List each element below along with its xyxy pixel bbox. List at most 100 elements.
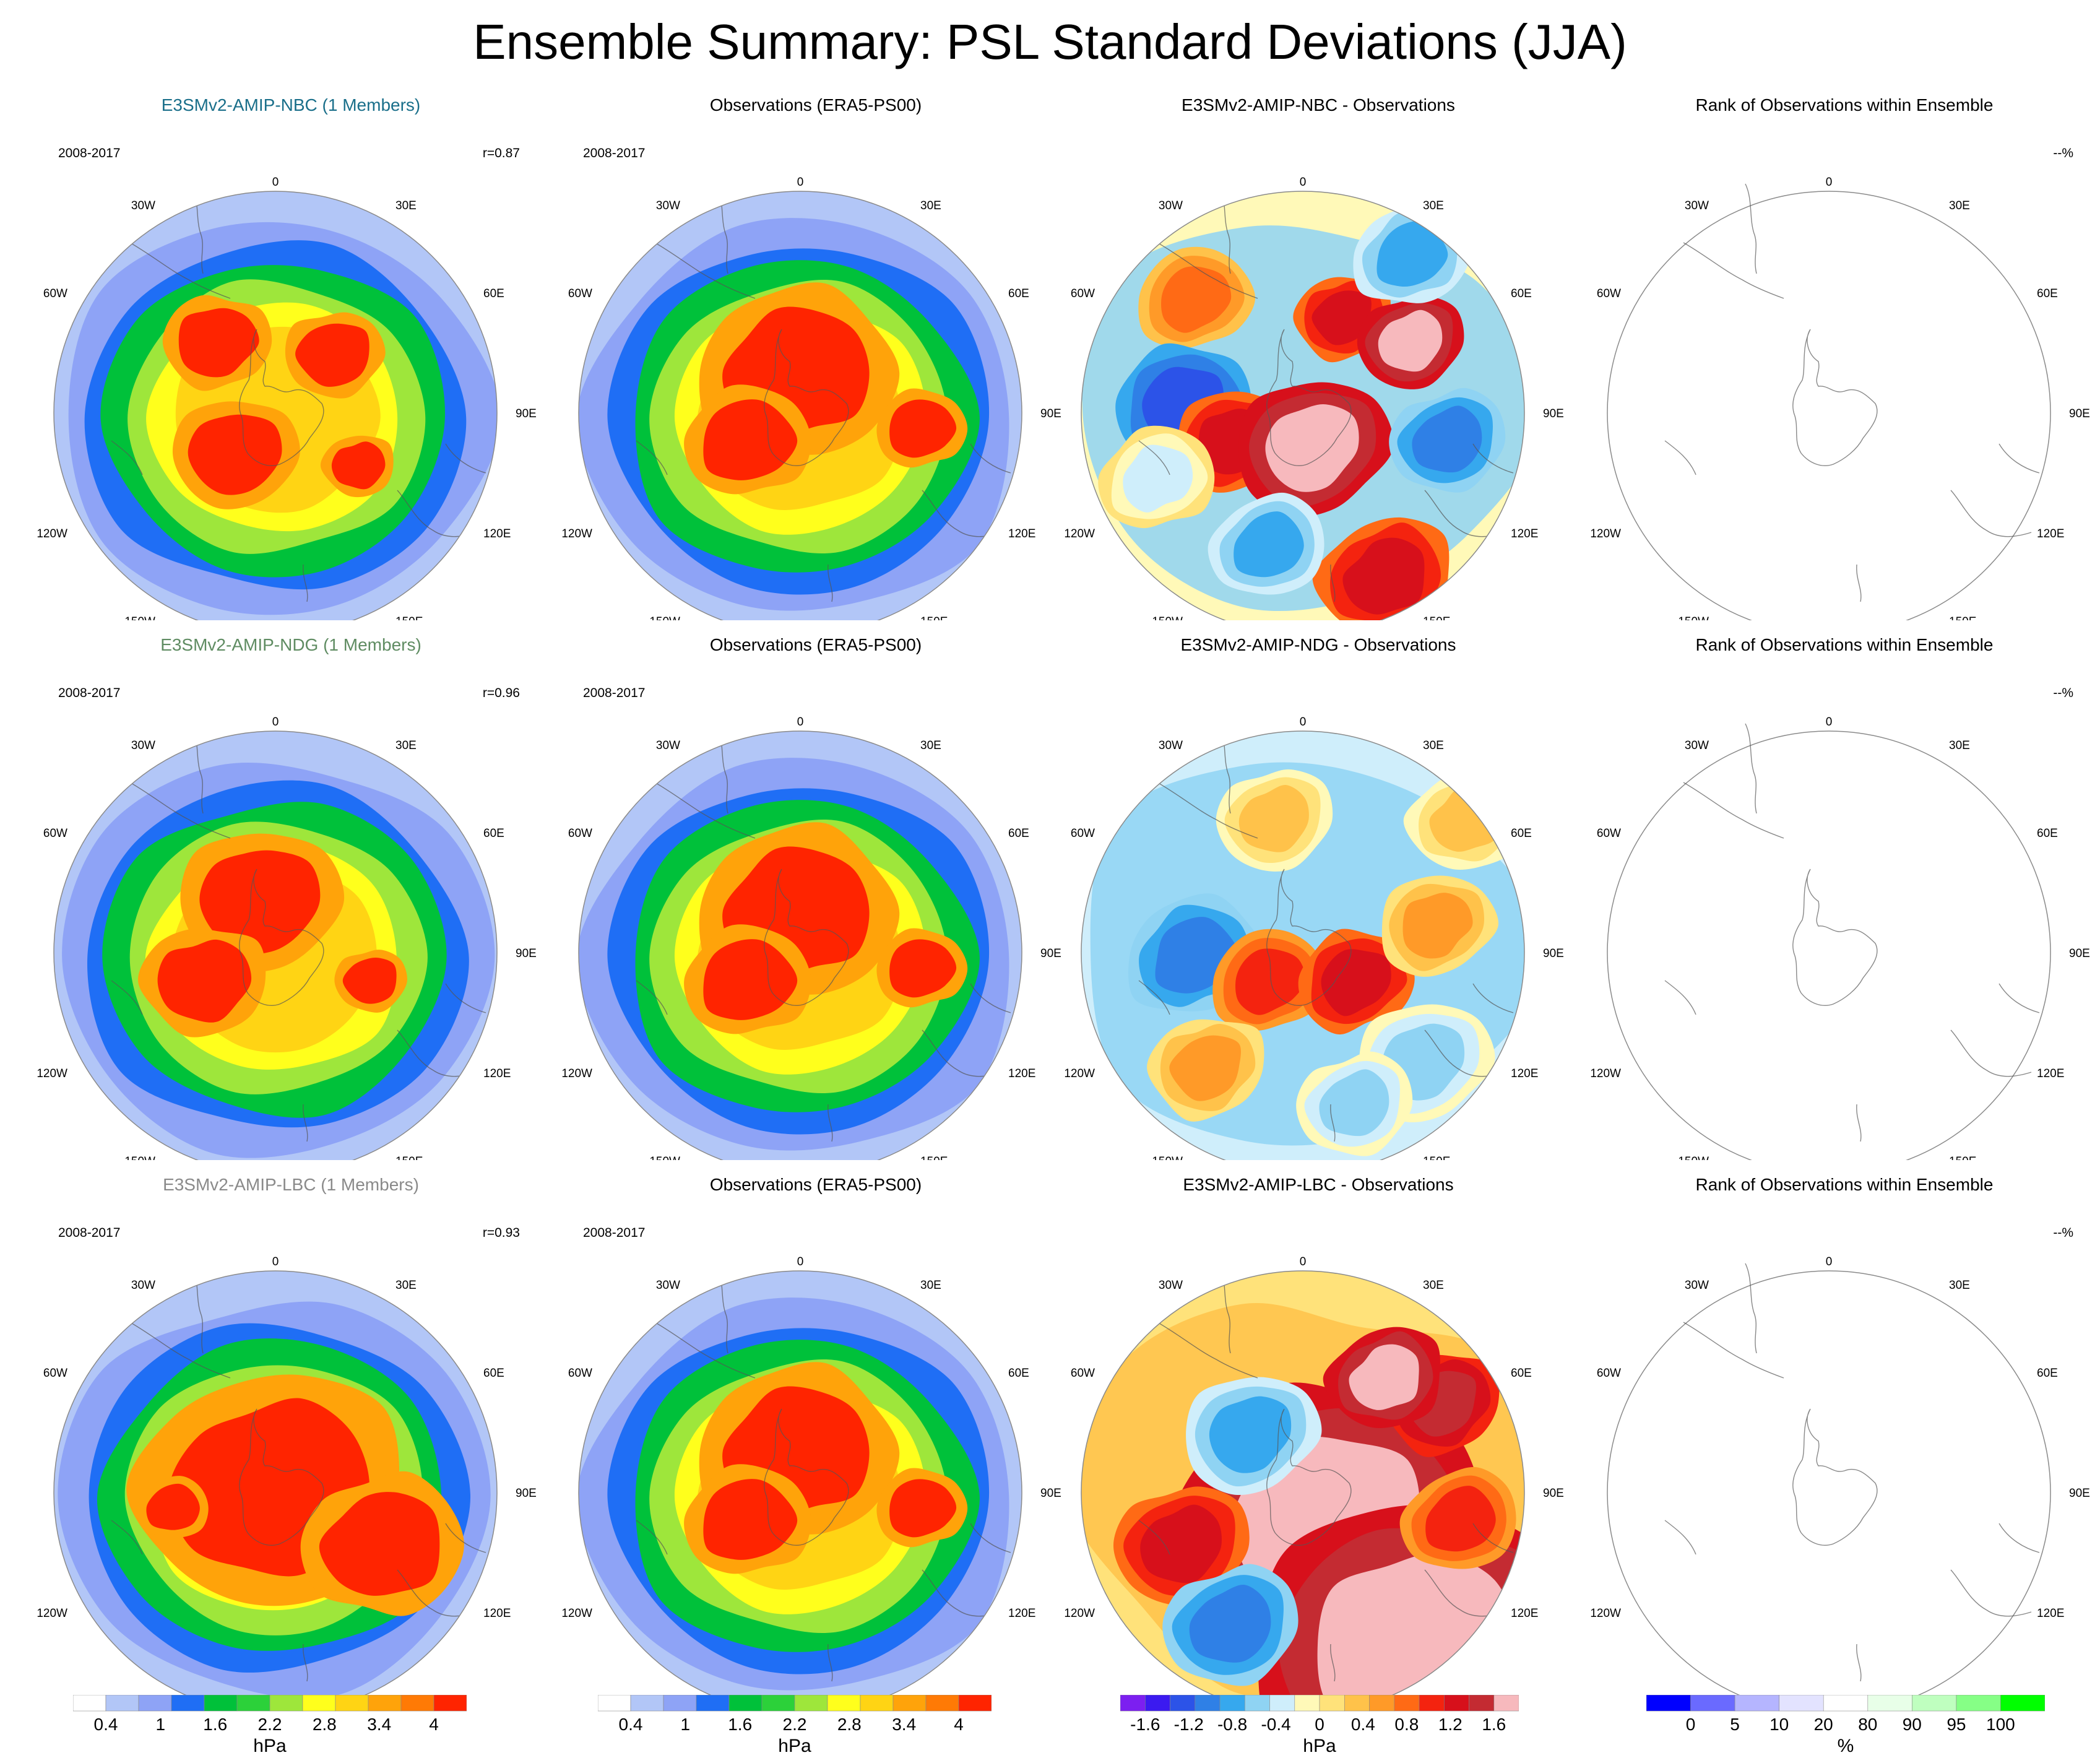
longitude-label: 120E [1511,1607,1538,1620]
colorbar-cell [761,1695,795,1712]
colorbar-tick-label: 2.8 [837,1715,862,1734]
longitude-label: 60E [483,287,504,300]
contour-band [1169,1035,1242,1101]
longitude-label: 150W [1152,1155,1183,1160]
colorbar-cell [302,1695,336,1712]
contour-band [1319,1069,1389,1137]
panel-model-ndg: E3SMv2-AMIP-NDG (1 Members) 2008-2017 r=… [37,634,545,1160]
polar-map: 030E60E90E120E150E180150W120W90W60W30W [37,1255,537,1700]
colorbar-tick-label: 2.8 [312,1715,337,1734]
stdev-field [579,731,1022,1160]
longitude-label: 150W [1678,615,1709,620]
longitude-label: 0 [1300,716,1307,729]
panel-title: E3SMv2-AMIP-LBC (1 Members) [163,1175,419,1194]
colorbar-cell [1195,1695,1221,1712]
longitude-label: 150W [1152,615,1183,620]
longitude-label: 30W [1685,739,1709,752]
colorbar-cell [630,1695,664,1712]
colorbar-strip [598,1695,992,1712]
colorbar-cell [1646,1695,1691,1712]
longitude-label: 30W [1159,1279,1183,1292]
longitude-label: 0 [797,176,804,189]
contour-band [1209,1396,1292,1473]
colorbar-tick-label: 0 [1685,1715,1696,1734]
longitude-label: 0 [1826,716,1833,729]
longitude-label: 60E [1511,827,1532,840]
longitude-label: 60W [1071,287,1095,300]
colorbar-cell [1394,1695,1420,1712]
colorbar-tick-label: -0.4 [1261,1715,1291,1734]
longitude-label: 60E [1511,1367,1532,1380]
colorbar-cell [728,1695,763,1712]
colorbar-unit-label: % [1837,1736,1854,1756]
panel-obs-2: Observations (ERA5-PS00) 2008-2017 0 30E 6… [562,634,1069,1160]
polar-map: 030E60E90E120E150E180150W120W90W60W30W [1065,1255,1564,1700]
colorbar-cell [663,1695,697,1712]
longitude-label: 120W [562,1607,592,1620]
longitude-label: 60E [1008,287,1029,300]
contour-band [1412,405,1482,473]
colorbar-cell [1956,1695,2001,1712]
colorbar-cell [794,1695,828,1712]
longitude-label: 30E [1423,1279,1444,1292]
colorbar-cell [958,1695,992,1712]
longitude-label: 0 [797,1255,804,1268]
longitude-label: 90E [1040,947,1061,960]
panel-title: Observations (ERA5-PS00) [709,1175,922,1194]
contour-band [1425,1486,1496,1552]
map-boundary [53,1270,498,1700]
longitude-label: 120W [562,1067,592,1080]
longitude-label: 120W [1065,527,1095,540]
colorbar-tick-label: 2.2 [782,1715,807,1734]
longitude-label: 120W [1591,1607,1621,1620]
contour-band [889,399,957,458]
longitude-label: 120W [1591,527,1621,540]
polar-map: 030E60E90E120E150E180150W120W90W60W30W [1065,176,1564,620]
longitude-label: 90E [2069,947,2090,960]
polar-map: 030E60E90E120E150E180150W120W90W60W30W [562,176,1061,620]
longitude-label: 30E [920,199,941,212]
longitude-label: 90E [516,947,537,960]
longitude-label: 60W [43,287,67,300]
longitude-label: 120E [483,1067,511,1080]
colorbar-cell [1469,1695,1495,1712]
longitude-label: 30E [395,199,417,212]
contour-band [1238,784,1309,852]
correlation-label: r=0.93 [482,1226,520,1240]
map-boundary [578,191,1022,620]
rank-percent-label: --% [2053,146,2073,160]
contour-band [1189,1584,1271,1663]
longitude-label: 60E [2037,1367,2058,1380]
polar-map: 030E60E90E120E150E180150W120W90W60W30W [37,176,537,620]
colorbar-tick-label: 1.6 [728,1715,753,1734]
panel-model-lbc: E3SMv2-AMIP-LBC (1 Members) 2008-2017 r=… [37,1174,545,1700]
longitude-label: 120E [2037,1607,2064,1620]
longitude-label: 150E [920,615,948,620]
contour-band [319,1492,440,1596]
colorbar-tick-label: 1.6 [203,1715,228,1734]
map-boundary [53,730,498,1160]
longitude-label: 120W [37,527,67,540]
colorbar-unit-label: hPa [778,1736,811,1756]
period-label: 2008-2017 [583,686,646,700]
longitude-label: 120W [1065,1067,1095,1080]
colorbar-cell [860,1695,894,1712]
colorbar-cell [1443,1695,1469,1712]
longitude-label: 60W [568,287,592,300]
longitude-label: 60W [1071,827,1095,840]
longitude-label: 0 [272,176,279,189]
colorbar-cell [400,1695,434,1712]
contour-band [1123,444,1193,513]
contour-band [331,441,386,490]
map-boundary [578,730,1022,1160]
longitude-label: 90E [1040,1487,1061,1500]
colorbar-cell [1219,1695,1245,1712]
longitude-label: 90E [516,1487,537,1500]
colorbar-strip [1646,1695,2045,1712]
diff-field [1081,731,1524,1160]
longitude-label: 60E [1511,287,1532,300]
coastline [1664,723,2040,1142]
longitude-label: 120E [2037,527,2064,540]
longitude-label: 120W [562,527,592,540]
panel-title: E3SMv2-AMIP-NDG - Observations [1180,635,1456,654]
